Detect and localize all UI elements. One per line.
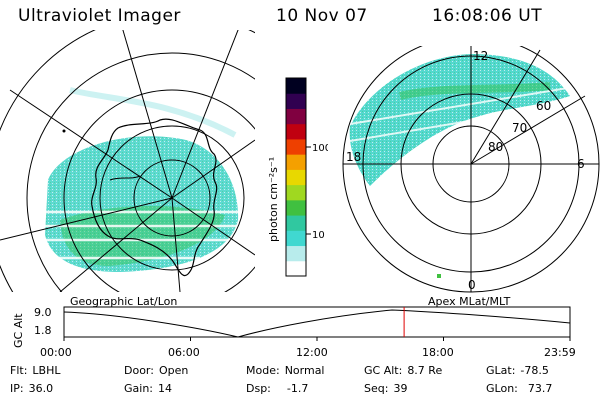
status-glon: GLon: 73.7 — [486, 382, 553, 395]
status-mode: Mode: Normal — [246, 364, 325, 377]
geographic-caption: Geographic Lat/Lon — [70, 295, 178, 308]
coastline — [91, 118, 218, 277]
mlat-70-label: 70 — [512, 121, 527, 135]
altitude-ytick-high: 9.0 — [34, 306, 52, 319]
colorbar-swatch — [286, 199, 306, 216]
mlt-18-label: 18 — [346, 150, 361, 164]
colorbar-swatch — [286, 260, 306, 277]
colorbar-swatch — [286, 184, 306, 201]
colorbar-swatch — [286, 108, 306, 125]
magnetic-map: 12 0 18 6 60 70 80 — [342, 46, 600, 293]
status-gc-alt: GC Alt: 8.7 Re — [364, 364, 443, 377]
uv-emission-region-mag — [349, 54, 570, 186]
status-dsp: Dsp: -1.7 — [246, 382, 309, 395]
colorbar-swatch — [286, 93, 306, 109]
mlat-80-label: 80 — [488, 140, 503, 154]
altitude-ylabel: GC Alt — [12, 313, 25, 348]
mlt-12-label: 12 — [473, 49, 488, 63]
mlat-60-label: 60 — [536, 99, 551, 113]
altitude-plot: GC Alt 9.0 1.8 00:00 06:00 12:00 18:00 2… — [12, 306, 576, 359]
status-door: Door: Open — [124, 364, 189, 377]
status-seq: Seq: 39 — [364, 382, 408, 395]
status-filter: Flt: LBHL — [10, 364, 61, 377]
status-glat: GLat: -78.5 — [486, 364, 549, 377]
instrument-title: Ultraviolet Imager — [18, 6, 181, 26]
altitude-xtick-1200: 12:00 — [296, 346, 328, 359]
colorbar-swatch — [286, 138, 306, 155]
colorbar-swatch — [286, 123, 306, 140]
altitude-xtick-1800: 18:00 — [422, 346, 454, 359]
colorbar-swatch — [286, 154, 306, 170]
colorbar-tick-10: 10 — [312, 230, 325, 241]
image-date: 10 Nov 07 — [276, 6, 368, 26]
status-ip: IP: 36.0 — [10, 382, 54, 395]
colorbar-swatch — [286, 169, 306, 186]
uv-emission-region — [45, 136, 239, 272]
colorbar-swatch — [286, 230, 306, 247]
image-time: 16:08:06 UT — [432, 6, 543, 26]
magnetic-caption: Apex MLat/MLT — [428, 295, 511, 308]
mlt-0-label: 0 — [468, 278, 476, 292]
altitude-curve — [63, 309, 571, 338]
geographic-map — [0, 30, 255, 292]
altitude-xtick-2359: 23:59 — [544, 346, 576, 359]
colorbar-unit-label: photon cm⁻²s⁻¹ — [267, 157, 280, 242]
altitude-xtick-0000: 00:00 — [40, 346, 72, 359]
altitude-xtick-0600: 06:00 — [168, 346, 200, 359]
colorbar-swatch — [286, 245, 306, 262]
status-gain: Gain: 14 — [124, 382, 172, 395]
altitude-ytick-low: 1.8 — [34, 324, 52, 337]
colorbar-swatch — [286, 78, 306, 94]
colorbar-tick-100: 100 — [312, 143, 328, 154]
colorbar-swatch — [286, 215, 306, 231]
mlt-6-label: 6 — [577, 157, 585, 171]
colorbar: 100 10 photon cm⁻²s⁻¹ — [267, 77, 328, 277]
